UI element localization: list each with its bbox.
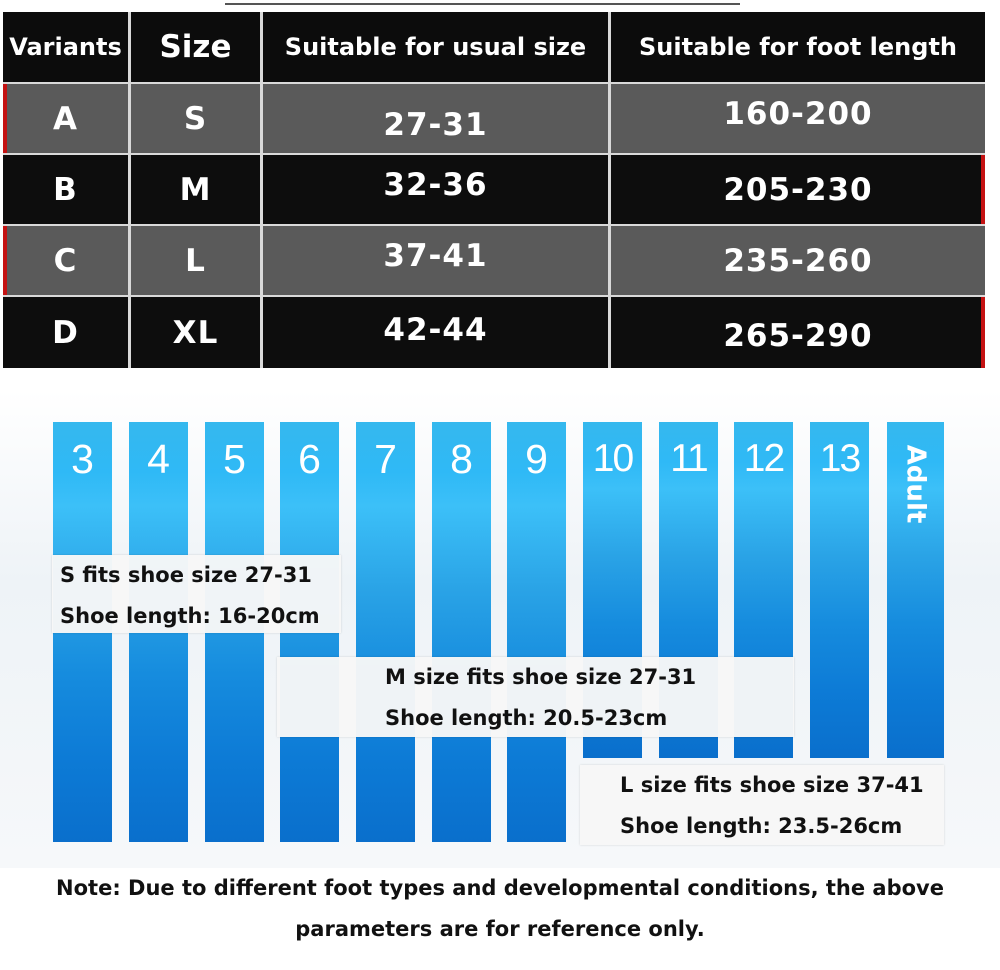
header-usual-size: Suitable for usual size xyxy=(263,12,608,82)
column-label-3: 3 xyxy=(71,436,94,482)
row-c-usual: 37-41 xyxy=(263,226,608,295)
callout-m-size: M size fits shoe size 27-31 Shoe length:… xyxy=(277,657,794,737)
size-column-7 xyxy=(356,422,415,842)
callout-s-line1: S fits shoe size 27-31 xyxy=(60,563,312,587)
row-c-variant: C xyxy=(3,226,128,295)
callout-m-line2: Shoe length: 20.5-23cm xyxy=(385,706,668,730)
size-column-9 xyxy=(507,422,566,842)
column-label-adult: Adult xyxy=(887,436,944,532)
column-label-8: 8 xyxy=(450,436,473,482)
adult-text: Adult xyxy=(900,444,931,524)
row-b-size: M xyxy=(131,155,260,224)
row-d-variant: D xyxy=(3,297,128,368)
size-column-13 xyxy=(810,422,869,758)
red-edge-mark xyxy=(981,155,985,224)
red-edge-mark xyxy=(3,226,7,295)
callout-s-line2: Shoe length: 16-20cm xyxy=(60,604,320,628)
top-divider xyxy=(225,3,740,5)
header-size: Size xyxy=(131,12,260,82)
note-line2: parameters are for reference only. xyxy=(295,917,705,941)
row-a-variant: A xyxy=(3,84,128,153)
callout-l-line2: Shoe length: 23.5-26cm xyxy=(620,814,903,838)
column-label-9: 9 xyxy=(525,436,548,482)
column-label-12: 12 xyxy=(743,437,785,480)
row-c-size: L xyxy=(131,226,260,295)
column-label-13: 13 xyxy=(819,437,861,480)
header-variants: Variants xyxy=(3,12,128,82)
row-b-usual: 32-36 xyxy=(263,155,608,224)
column-label-4: 4 xyxy=(147,436,170,482)
row-d-usual: 42-44 xyxy=(263,297,608,368)
size-column-adult xyxy=(887,422,944,758)
reference-note: Note: Due to different foot types and de… xyxy=(0,868,1000,970)
row-b-variant: B xyxy=(3,155,128,224)
callout-l-size: L size fits shoe size 37-41 Shoe length:… xyxy=(580,765,944,845)
callout-s-size: S fits shoe size 27-31 Shoe length: 16-2… xyxy=(52,555,341,633)
note-line1: Note: Due to different foot types and de… xyxy=(56,876,944,900)
row-a-foot: 160-200 xyxy=(611,84,985,153)
row-d-foot: 265-290 xyxy=(611,297,985,368)
callout-m-line1: M size fits shoe size 27-31 xyxy=(385,665,697,689)
row-b-foot: 205-230 xyxy=(611,155,985,224)
red-edge-mark xyxy=(3,84,7,153)
column-label-10: 10 xyxy=(592,437,634,480)
column-label-6: 6 xyxy=(298,436,321,482)
row-a-size: S xyxy=(131,84,260,153)
header-foot-length: Suitable for foot length xyxy=(611,12,985,82)
column-label-5: 5 xyxy=(223,436,246,482)
red-edge-mark xyxy=(981,297,985,368)
row-c-foot: 235-260 xyxy=(611,226,985,295)
column-label-11: 11 xyxy=(670,437,709,480)
callout-l-line1: L size fits shoe size 37-41 xyxy=(620,773,924,797)
size-table: Variants Size Suitable for usual size Su… xyxy=(3,12,985,368)
row-a-usual: 27-31 xyxy=(263,84,608,153)
column-label-7: 7 xyxy=(374,436,397,482)
size-column-8 xyxy=(432,422,491,842)
row-d-size: XL xyxy=(131,297,260,368)
